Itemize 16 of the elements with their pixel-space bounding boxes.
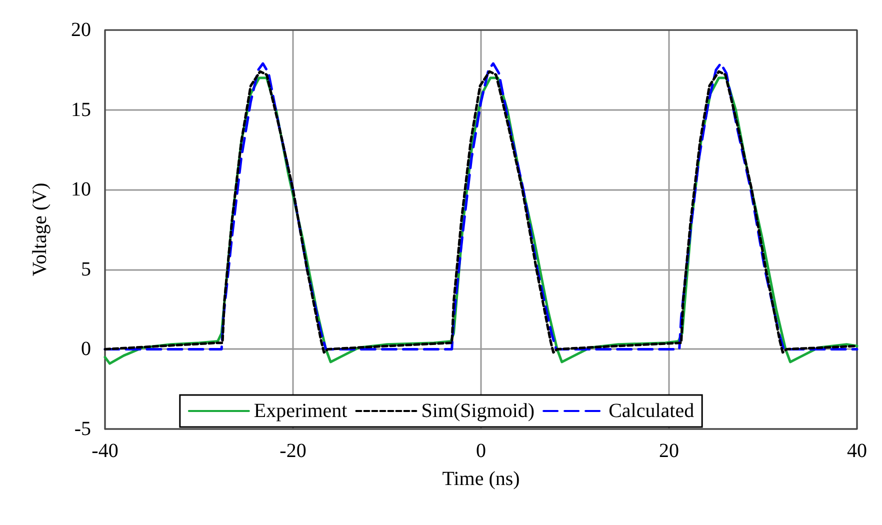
y-tick-label: 20 xyxy=(71,19,91,41)
x-tick-label: 20 xyxy=(659,440,679,462)
legend-label: Calculated xyxy=(608,400,694,422)
x-axis-title: Time (ns) xyxy=(442,468,520,490)
y-tick-label: 0 xyxy=(81,338,91,360)
legend-label: Sim(Sigmoid) xyxy=(421,400,535,422)
y-tick-label: 15 xyxy=(71,98,91,121)
x-tick-label: -20 xyxy=(280,440,306,462)
y-tick-label: -5 xyxy=(74,418,91,440)
y-tick-label: 10 xyxy=(71,178,91,201)
x-tick-label: 0 xyxy=(476,440,486,462)
x-tick-label: 40 xyxy=(847,440,867,462)
legend-label: Experiment xyxy=(254,400,348,422)
x-tick-label: -40 xyxy=(92,440,118,462)
y-tick-label: 5 xyxy=(81,258,91,280)
y-axis-title: Voltage (V) xyxy=(29,182,51,276)
